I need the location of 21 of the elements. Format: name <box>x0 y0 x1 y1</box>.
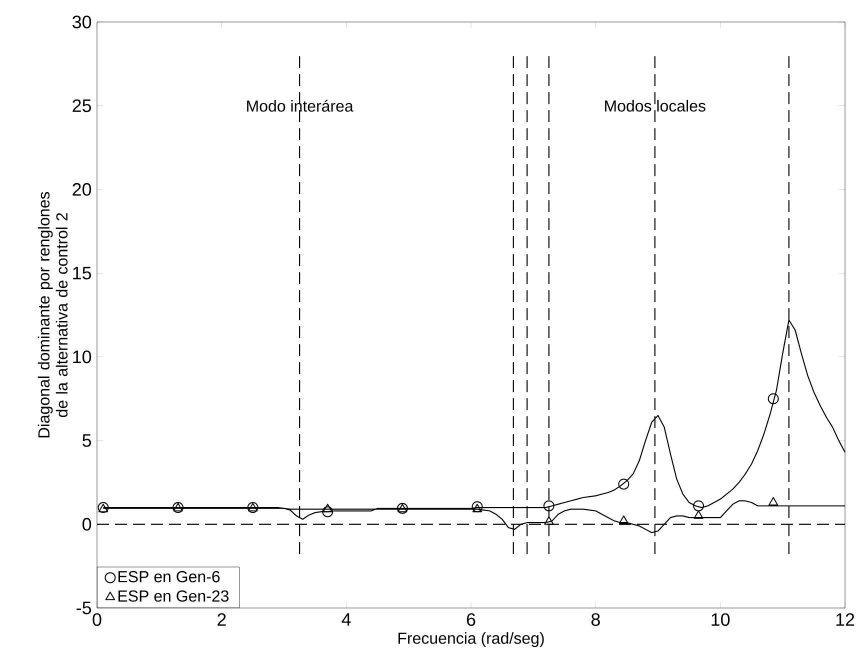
y-tick-label: 5 <box>82 434 92 447</box>
x-tick-label: 10 <box>712 613 730 626</box>
y-tick-label: 15 <box>73 266 92 280</box>
y-tick-label: 10 <box>73 350 92 364</box>
x-tick-label: 6 <box>466 613 476 626</box>
y-tick-label: -5 <box>76 602 92 614</box>
legend-label: ESP en Gen-6 <box>118 570 220 582</box>
y-tick-label: 25 <box>72 99 92 112</box>
x-axis-title: Frecuencia (rad/seg) <box>398 632 544 648</box>
ref-line-label: Modos locales <box>605 100 706 112</box>
x-tick-label: 0 <box>92 613 102 626</box>
y-tick-label: 30 <box>72 16 92 28</box>
y-tick-label: 20 <box>72 183 92 196</box>
x-tick-label: 12 <box>836 613 854 626</box>
x-tick-label: 4 <box>342 613 351 626</box>
x-tick-label: 8 <box>591 613 600 626</box>
ref-line-label: Modo interárea <box>247 100 354 112</box>
y-axis-title: Diagonal dominante por renglones de la alternativa de control 2 <box>38 192 68 438</box>
x-tick-label: 2 <box>218 613 226 626</box>
y-tick-label: 0 <box>82 518 92 531</box>
legend-label: ESP en Gen-23 <box>118 590 229 602</box>
